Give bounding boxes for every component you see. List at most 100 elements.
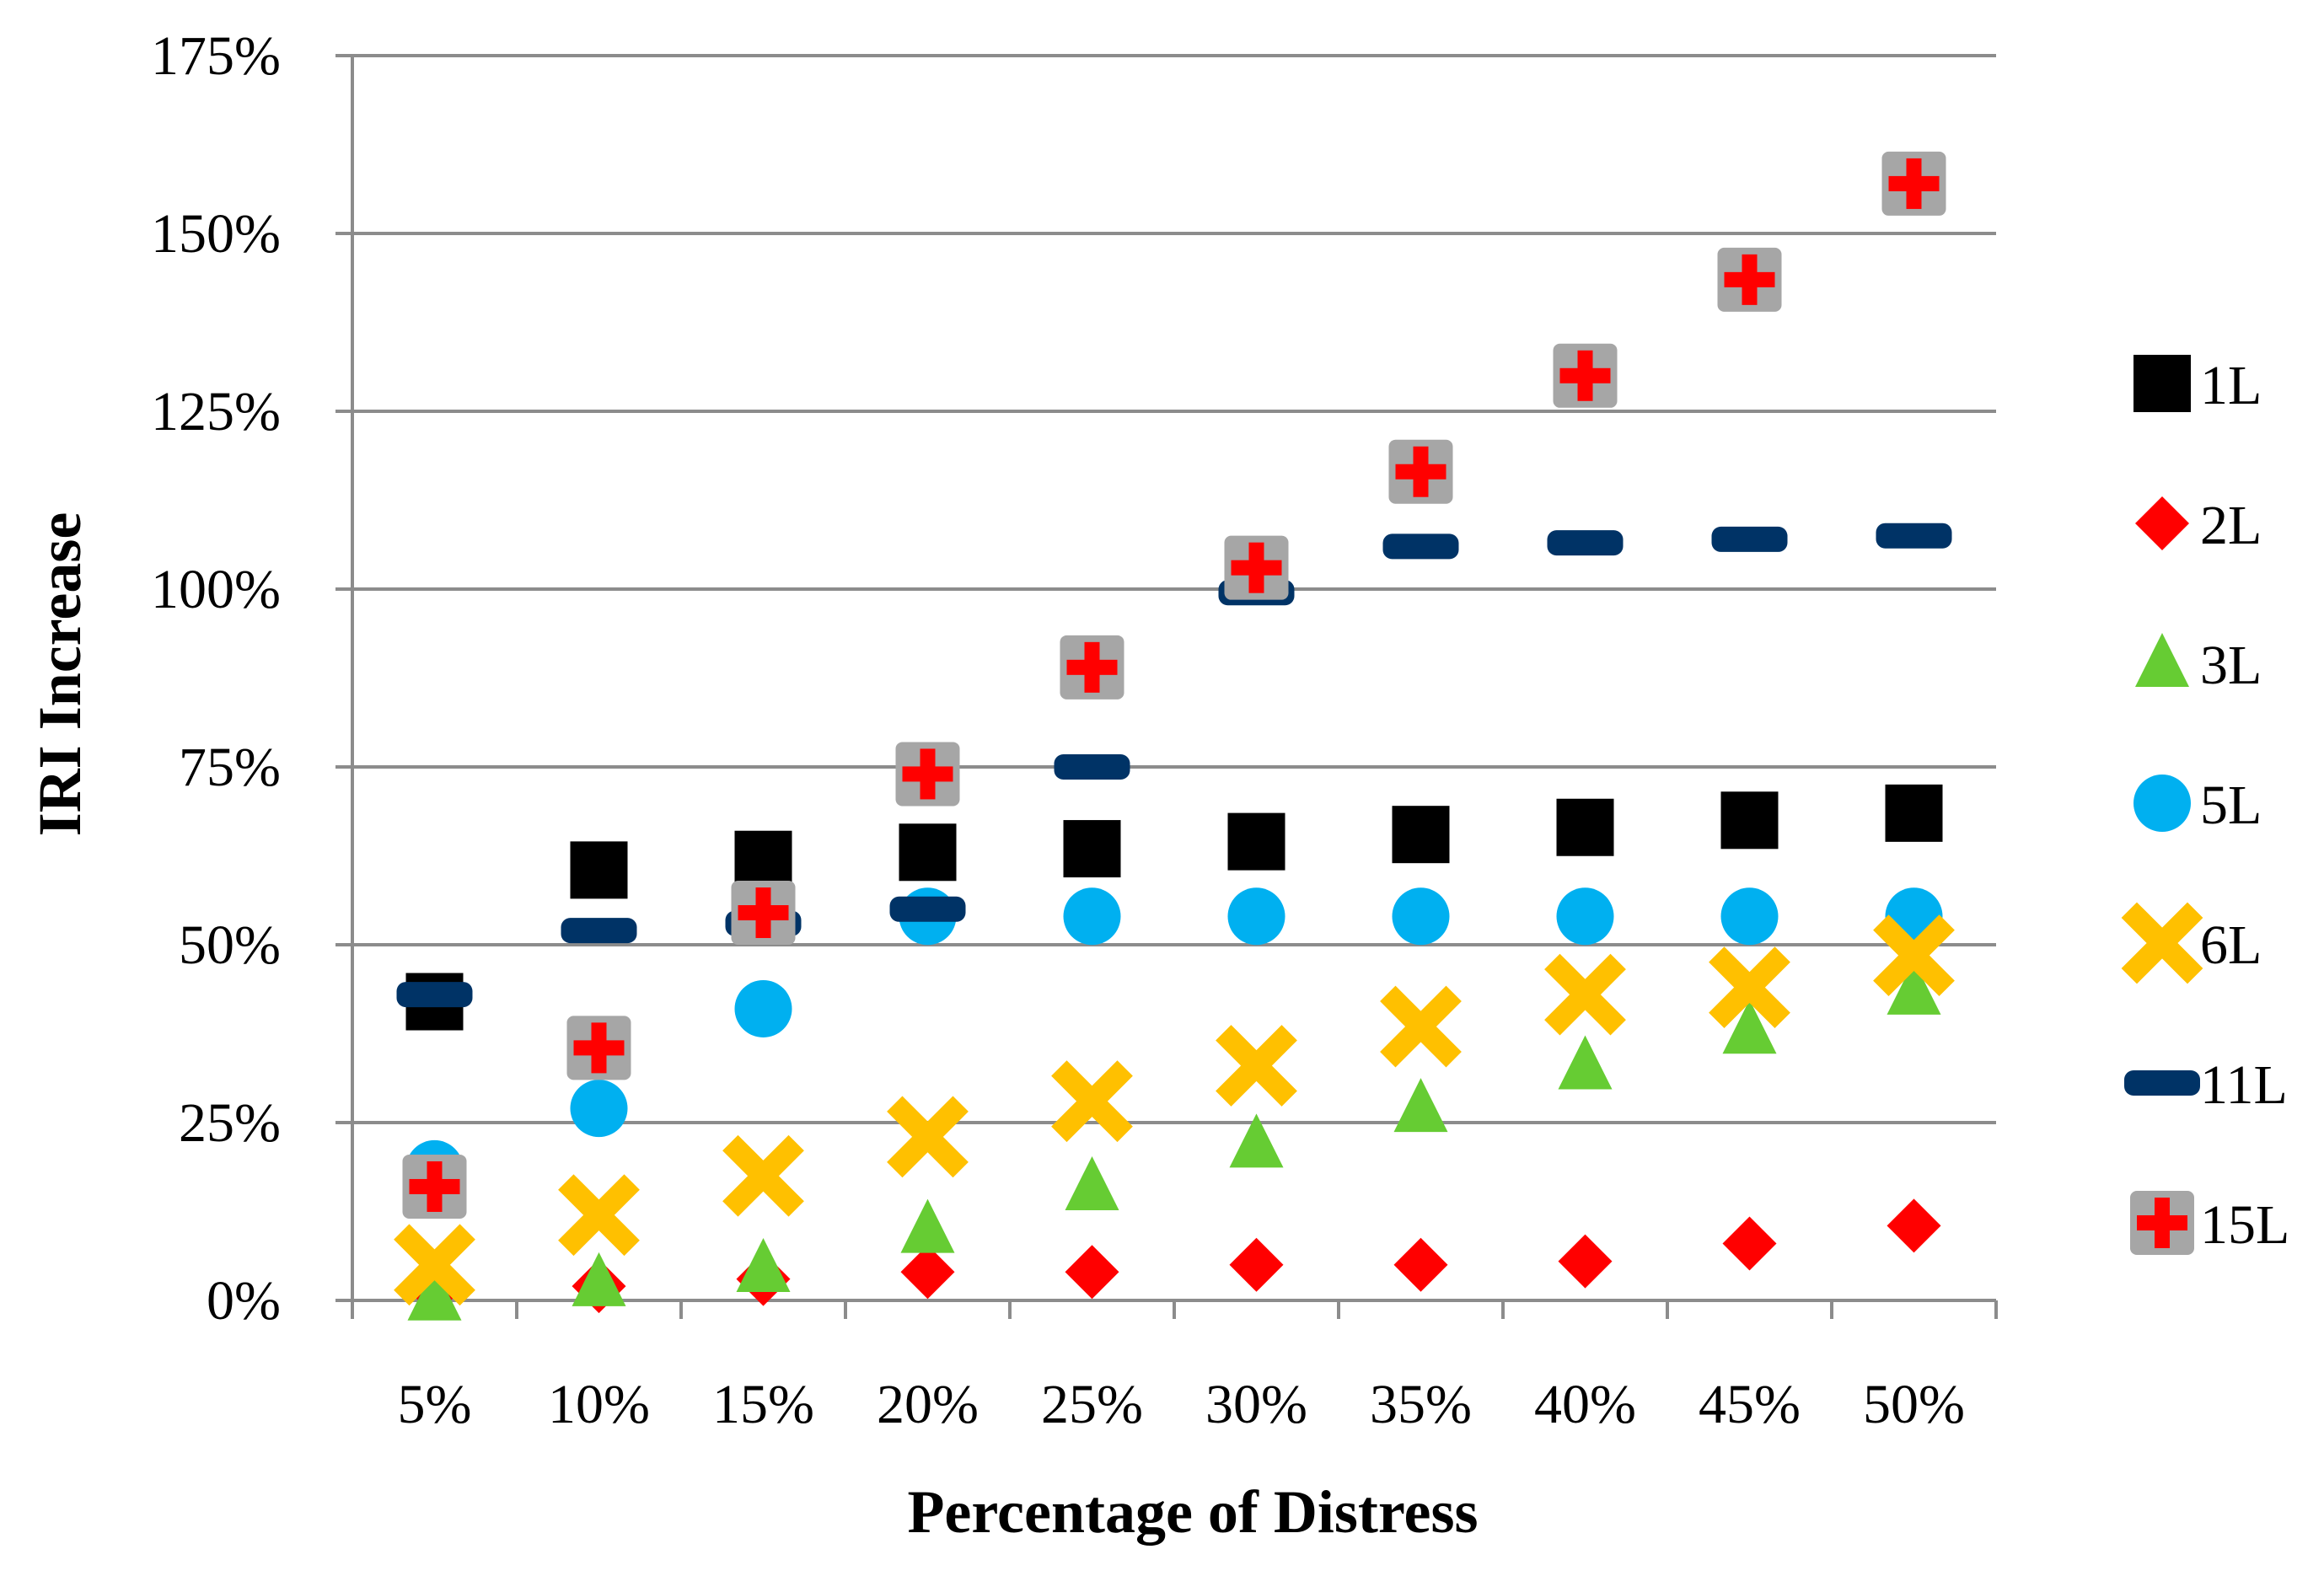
legend-item-1L: 1L — [2133, 355, 2262, 416]
data-marks — [394, 151, 1955, 1321]
point-3L-30% — [1229, 1113, 1284, 1168]
legend-marker-6L — [2121, 902, 2203, 984]
point-6L-10% — [558, 1174, 640, 1257]
point-15L-15% — [731, 881, 796, 946]
point-1L-25% — [1063, 820, 1121, 878]
legend-label-5L: 5L — [2200, 775, 2262, 836]
point-2L-30% — [1229, 1237, 1284, 1292]
point-3L-50% — [1887, 960, 1941, 1015]
point-11L-50% — [1876, 523, 1952, 549]
axes — [335, 54, 1998, 1319]
legend-marker-5L — [2133, 775, 2191, 832]
legend-item-11L: 11L — [2124, 1054, 2288, 1116]
x-tick-label: 20% — [877, 1374, 979, 1435]
point-5L-30% — [1227, 887, 1285, 946]
point-6L-40% — [1544, 953, 1626, 1036]
point-15L-40% — [1553, 343, 1618, 408]
point-5L-10% — [570, 1080, 628, 1138]
legend-item-5L: 5L — [2133, 775, 2262, 836]
legend-marker-1L — [2133, 355, 2191, 412]
point-3L-5% — [407, 1266, 462, 1321]
point-2L-35% — [1393, 1237, 1448, 1292]
point-5L-45% — [1720, 887, 1779, 946]
point-5L-35% — [1392, 887, 1450, 946]
point-3L-40% — [1558, 1035, 1613, 1090]
x-axis-title: Percentage of Distress — [907, 1478, 1478, 1546]
point-11L-35% — [1382, 533, 1459, 560]
point-6L-5% — [394, 1224, 475, 1306]
legend-label-11L: 11L — [2200, 1054, 2288, 1116]
x-tick-label: 30% — [1205, 1374, 1307, 1435]
point-2L-50% — [1887, 1198, 1941, 1253]
point-5L-40% — [1556, 887, 1614, 946]
point-1L-30% — [1227, 812, 1285, 871]
legend-label-15L: 15L — [2200, 1194, 2289, 1256]
y-tick-labels: 0% 25% 50% 75% 100% 125% 150% 175% — [151, 25, 281, 1332]
x-tick-label: 25% — [1041, 1374, 1143, 1435]
y-axis-title: IRI Increase — [26, 512, 94, 837]
point-11L-10% — [561, 918, 637, 944]
x-tick-label: 35% — [1370, 1374, 1472, 1435]
point-15L-25% — [1060, 635, 1124, 700]
legend-item-3L: 3L — [2135, 633, 2262, 696]
legend-label-1L: 1L — [2200, 355, 2262, 416]
point-2L-45% — [1722, 1216, 1777, 1271]
legend-item-15L: 15L — [2130, 1191, 2289, 1256]
point-15L-10% — [566, 1016, 631, 1080]
point-15L-50% — [1881, 151, 1946, 216]
point-6L-20% — [887, 1096, 969, 1178]
point-6L-15% — [722, 1134, 804, 1217]
point-6L-45% — [1709, 946, 1790, 1029]
point-3L-15% — [736, 1238, 791, 1293]
y-tick-label: 0% — [207, 1270, 281, 1332]
y-tick-label: 25% — [179, 1092, 281, 1154]
point-2L-20% — [900, 1245, 955, 1300]
point-1L-50% — [1885, 784, 1943, 842]
point-1L-45% — [1720, 791, 1779, 850]
point-5L-25% — [1063, 887, 1121, 946]
point-6L-30% — [1216, 1025, 1297, 1107]
legend-item-6L: 6L — [2121, 902, 2262, 984]
x-tick-label: 45% — [1699, 1374, 1801, 1435]
point-15L-45% — [1717, 247, 1782, 312]
x-tick-label: 40% — [1534, 1374, 1636, 1435]
point-11L-20% — [889, 896, 966, 922]
x-tick-labels: 5% 10% 15% 20% 25% 30% 35% 40% 45% 50% — [398, 1374, 1965, 1435]
legend-label-6L: 6L — [2200, 914, 2262, 976]
point-11L-5% — [396, 982, 473, 1008]
y-tick-label: 75% — [179, 737, 281, 798]
point-1L-10% — [570, 841, 628, 899]
x-tick-label: 5% — [398, 1374, 472, 1435]
point-1L-20% — [899, 823, 957, 882]
legend-marker-3L — [2135, 633, 2189, 687]
point-1L-15% — [734, 830, 792, 888]
x-tick-label: 50% — [1863, 1374, 1965, 1435]
point-15L-20% — [895, 742, 960, 807]
point-11L-25% — [1054, 754, 1130, 780]
legend-marker-11L — [2124, 1070, 2200, 1096]
point-5L-15% — [734, 979, 792, 1037]
point-2L-40% — [1558, 1234, 1613, 1289]
legend-label-2L: 2L — [2200, 495, 2262, 556]
y-tick-label: 175% — [151, 25, 281, 87]
point-1L-35% — [1392, 806, 1450, 864]
point-11L-45% — [1711, 526, 1788, 552]
point-1L-40% — [1556, 798, 1614, 856]
point-15L-30% — [1224, 535, 1289, 600]
y-tick-label: 50% — [179, 914, 281, 976]
point-3L-10% — [572, 1252, 626, 1306]
legend-marker-2L — [2135, 496, 2189, 550]
legend-label-3L: 3L — [2200, 635, 2262, 696]
point-3L-25% — [1065, 1155, 1119, 1210]
legend: 1L 2L 3L 5L 6L 11L 15L — [2121, 355, 2289, 1256]
legend-marker-15L — [2130, 1191, 2194, 1255]
y-tick-label: 125% — [151, 381, 281, 442]
x-tick-label: 10% — [548, 1374, 650, 1435]
point-6L-50% — [1873, 914, 1955, 997]
point-3L-35% — [1393, 1078, 1448, 1133]
x-tick-label: 15% — [712, 1374, 814, 1435]
point-6L-25% — [1051, 1060, 1133, 1143]
y-tick-label: 100% — [151, 559, 281, 620]
legend-item-2L: 2L — [2135, 495, 2262, 556]
point-15L-35% — [1388, 439, 1453, 504]
